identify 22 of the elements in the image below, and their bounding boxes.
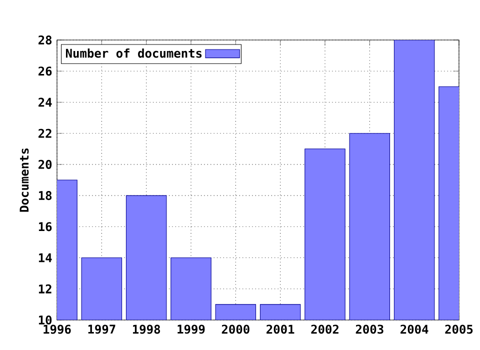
x-tick-label: 2005 — [445, 324, 473, 334]
y-tick-label: 28 — [38, 35, 52, 45]
y-tick-label: 18 — [38, 191, 52, 200]
x-tick-label: 1996 — [44, 324, 71, 334]
x-tick-label: 1998 — [132, 324, 160, 334]
x-tick-label: 2003 — [356, 324, 384, 334]
x-tick-label: 2000 — [222, 324, 250, 334]
y-tick-label: 24 — [38, 98, 52, 107]
y-tick-label: 10 — [38, 315, 52, 325]
y-tick-label: 20 — [38, 160, 52, 169]
y-tick-label: 14 — [38, 253, 52, 262]
y-tick-label: 22 — [38, 128, 52, 138]
y-axis-title: Documents — [20, 148, 29, 212]
x-tick-label: 1997 — [88, 324, 116, 334]
y-tick-label: 26 — [38, 66, 52, 76]
x-tick-label: 2001 — [266, 324, 294, 334]
y-tick-label: 16 — [38, 222, 52, 232]
x-tick-label: 2002 — [311, 324, 338, 334]
x-tick-label: 1999 — [178, 324, 205, 334]
x-tick-label: 2004 — [400, 324, 428, 334]
legend-label: Number of documents — [66, 48, 202, 58]
y-tick-label: 12 — [38, 284, 52, 294]
